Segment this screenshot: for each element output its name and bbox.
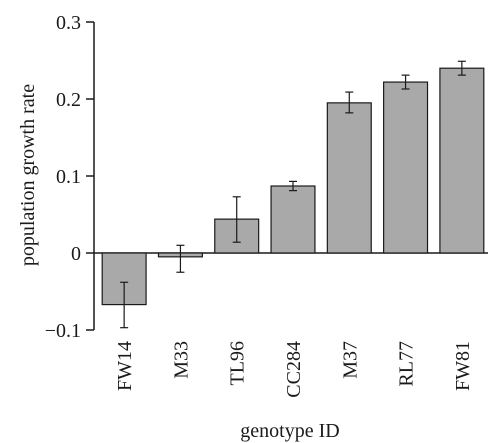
x-tick-labels: FW14 M33 TL96 CC284 M37 RL77 FW81: [114, 341, 474, 398]
y-axis: −0.1 0 0.1 0.2 0.3: [45, 12, 95, 342]
error-bar-fw14: [120, 281, 129, 329]
y-tick-label: 0: [71, 243, 81, 265]
y-tick-label: 0.3: [56, 12, 81, 34]
error-bar-m37: [345, 91, 354, 114]
error-bar-m33: [176, 244, 185, 273]
error-bar-cc284: [289, 180, 297, 192]
y-axis-label: population growth rate: [17, 84, 39, 266]
bars: [101, 67, 485, 306]
x-tick-label-cc284: CC284: [283, 341, 305, 398]
y-tick-label: 0.1: [56, 166, 81, 188]
y-tick-label: −0.1: [45, 320, 81, 342]
error-bar-rl77: [401, 74, 410, 90]
error-bar-fw81: [457, 60, 466, 76]
bar-rl77: [383, 81, 429, 254]
bar-m37: [326, 102, 372, 254]
x-tick-label-rl77: RL77: [396, 341, 418, 387]
x-tick-label-fw14: FW14: [114, 341, 136, 391]
bar-fw81: [439, 67, 485, 254]
error-bar-tl96: [232, 196, 241, 243]
x-tick-label-m37: M37: [339, 341, 361, 379]
x-tick-label-fw81: FW81: [452, 341, 474, 391]
error-bars: [120, 60, 466, 329]
x-axis-label: genotype ID: [240, 420, 339, 442]
x-tick-label-tl96: TL96: [227, 341, 249, 385]
x-tick-label-m33: M33: [170, 341, 192, 379]
bar-cc284: [270, 185, 316, 254]
y-tick-label: 0.2: [56, 89, 81, 111]
